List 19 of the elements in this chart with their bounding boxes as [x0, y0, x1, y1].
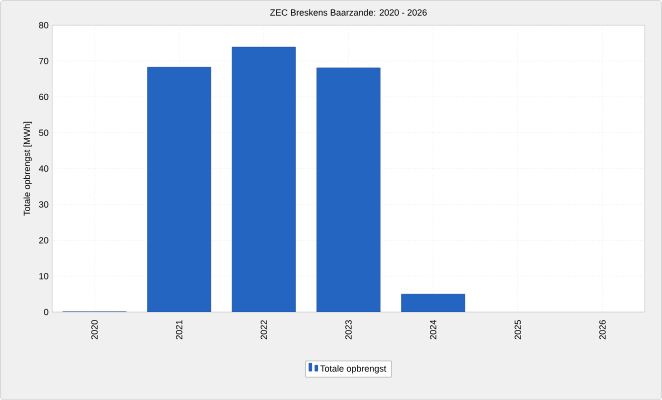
y-tick-label: 50 — [39, 129, 48, 136]
x-tick-label: 2020 — [91, 320, 98, 340]
y-tick-label: 80 — [39, 22, 48, 28]
x-tick-label: 2026 — [599, 320, 606, 340]
x-tick-label: 2024 — [430, 320, 436, 340]
y-tick-label: 70 — [39, 58, 48, 64]
y-tick-label: 30 — [39, 201, 48, 208]
y-tick-label: 40 — [38, 165, 48, 172]
chart-title: ZEC Breskens Baarzande: 2020 - 2026 — [270, 9, 427, 16]
y-tick-label: 60 — [39, 94, 48, 100]
y-tick-label: 0 — [44, 308, 48, 316]
x-tick-label: 2025 — [514, 320, 521, 340]
y-tick-label: 20 — [39, 237, 48, 244]
x-tick-label: 2022 — [260, 320, 268, 340]
legend-label: Totale opbrengst — [320, 365, 386, 374]
y-axis-title: Totale opbrengst [MWh] — [23, 122, 32, 216]
x-tick-label: 2023 — [345, 320, 352, 340]
x-tick-label: 2021 — [176, 320, 182, 340]
y-tick-label: 10 — [39, 272, 48, 280]
